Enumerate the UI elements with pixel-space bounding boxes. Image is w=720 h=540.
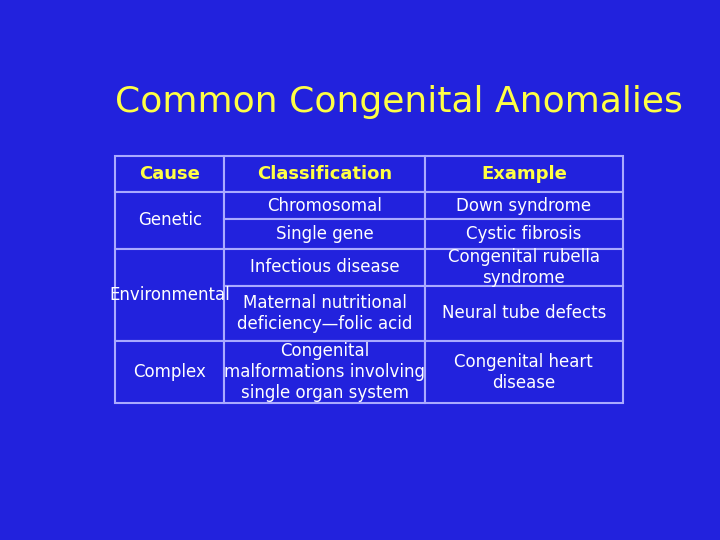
FancyBboxPatch shape <box>225 192 425 219</box>
FancyBboxPatch shape <box>425 219 623 249</box>
FancyBboxPatch shape <box>425 286 623 341</box>
FancyBboxPatch shape <box>225 286 425 341</box>
FancyBboxPatch shape <box>115 341 225 403</box>
Text: Genetic: Genetic <box>138 212 202 230</box>
Text: Congenital heart
disease: Congenital heart disease <box>454 353 593 392</box>
Text: Complex: Complex <box>133 363 206 381</box>
FancyBboxPatch shape <box>425 156 623 192</box>
Text: Common Congenital Anomalies: Common Congenital Anomalies <box>115 85 683 119</box>
Text: Congenital
malformations involving
single organ system: Congenital malformations involving singl… <box>224 342 425 402</box>
FancyBboxPatch shape <box>115 192 225 249</box>
FancyBboxPatch shape <box>425 341 623 403</box>
Text: Down syndrome: Down syndrome <box>456 197 591 215</box>
FancyBboxPatch shape <box>225 341 425 403</box>
Text: Environmental: Environmental <box>109 286 230 304</box>
Text: Cause: Cause <box>139 165 200 183</box>
Text: Neural tube defects: Neural tube defects <box>441 305 606 322</box>
Text: Example: Example <box>481 165 567 183</box>
Text: Cystic fibrosis: Cystic fibrosis <box>466 225 582 243</box>
FancyBboxPatch shape <box>115 156 225 192</box>
FancyBboxPatch shape <box>225 219 425 249</box>
FancyBboxPatch shape <box>425 249 623 286</box>
FancyBboxPatch shape <box>225 156 425 192</box>
FancyBboxPatch shape <box>225 249 425 286</box>
Text: Infectious disease: Infectious disease <box>250 258 400 276</box>
Text: Chromosomal: Chromosomal <box>267 197 382 215</box>
Text: Single gene: Single gene <box>276 225 374 243</box>
FancyBboxPatch shape <box>425 192 623 219</box>
FancyBboxPatch shape <box>115 249 225 341</box>
Text: Classification: Classification <box>257 165 392 183</box>
Text: Congenital rubella
syndrome: Congenital rubella syndrome <box>448 248 600 287</box>
Text: Maternal nutritional
deficiency—folic acid: Maternal nutritional deficiency—folic ac… <box>237 294 413 333</box>
